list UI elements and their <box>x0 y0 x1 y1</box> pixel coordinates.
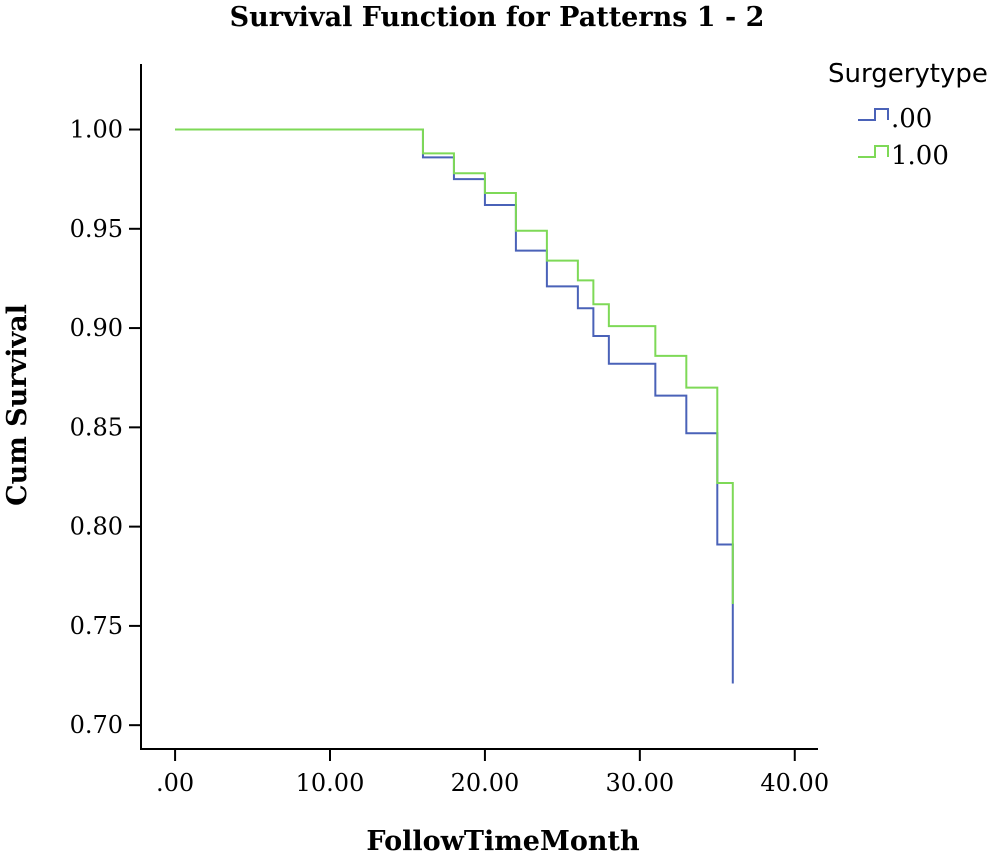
y-tick-label: 0.75 <box>70 612 123 640</box>
y-tick-label: 0.85 <box>70 413 123 441</box>
series-lines <box>175 128 734 684</box>
x-tick-label: 30.00 <box>605 769 674 797</box>
y-tick-label: 0.95 <box>70 215 123 243</box>
chart-title: Survival Function for Patterns 1 - 2 <box>230 2 765 33</box>
x-tick-label: 40.00 <box>760 769 829 797</box>
x-tick-label: .00 <box>156 769 194 797</box>
y-tick-label: 0.70 <box>70 711 123 739</box>
legend: Surgerytype .00 1.00 <box>828 59 988 171</box>
legend-item: .00 <box>858 104 932 134</box>
legend-item: 1.00 <box>858 141 949 171</box>
legend-title: Surgerytype <box>828 59 988 89</box>
legend-swatch <box>858 108 889 121</box>
legend-label: .00 <box>891 104 932 134</box>
x-tick-label: 20.00 <box>451 769 520 797</box>
axes <box>140 64 818 750</box>
series-line-2 <box>175 128 734 605</box>
x-tick-label: 10.00 <box>296 769 365 797</box>
legend-swatch <box>858 145 889 158</box>
x-axis-label: FollowTimeMonth <box>366 826 640 857</box>
y-tick-label: 0.90 <box>70 314 123 342</box>
y-tick-label: 1.00 <box>70 116 123 144</box>
y-tick-label: 0.80 <box>70 513 123 541</box>
series-line-1 <box>175 128 734 684</box>
y-axis-label: Cum Survival <box>2 304 33 506</box>
legend-label: 1.00 <box>891 141 949 171</box>
x-axis-ticks: .00 10.00 20.00 30.00 40.00 <box>156 749 829 797</box>
y-axis-ticks: 0.70 0.75 0.80 0.85 0.90 0.95 1.00 <box>70 116 141 739</box>
